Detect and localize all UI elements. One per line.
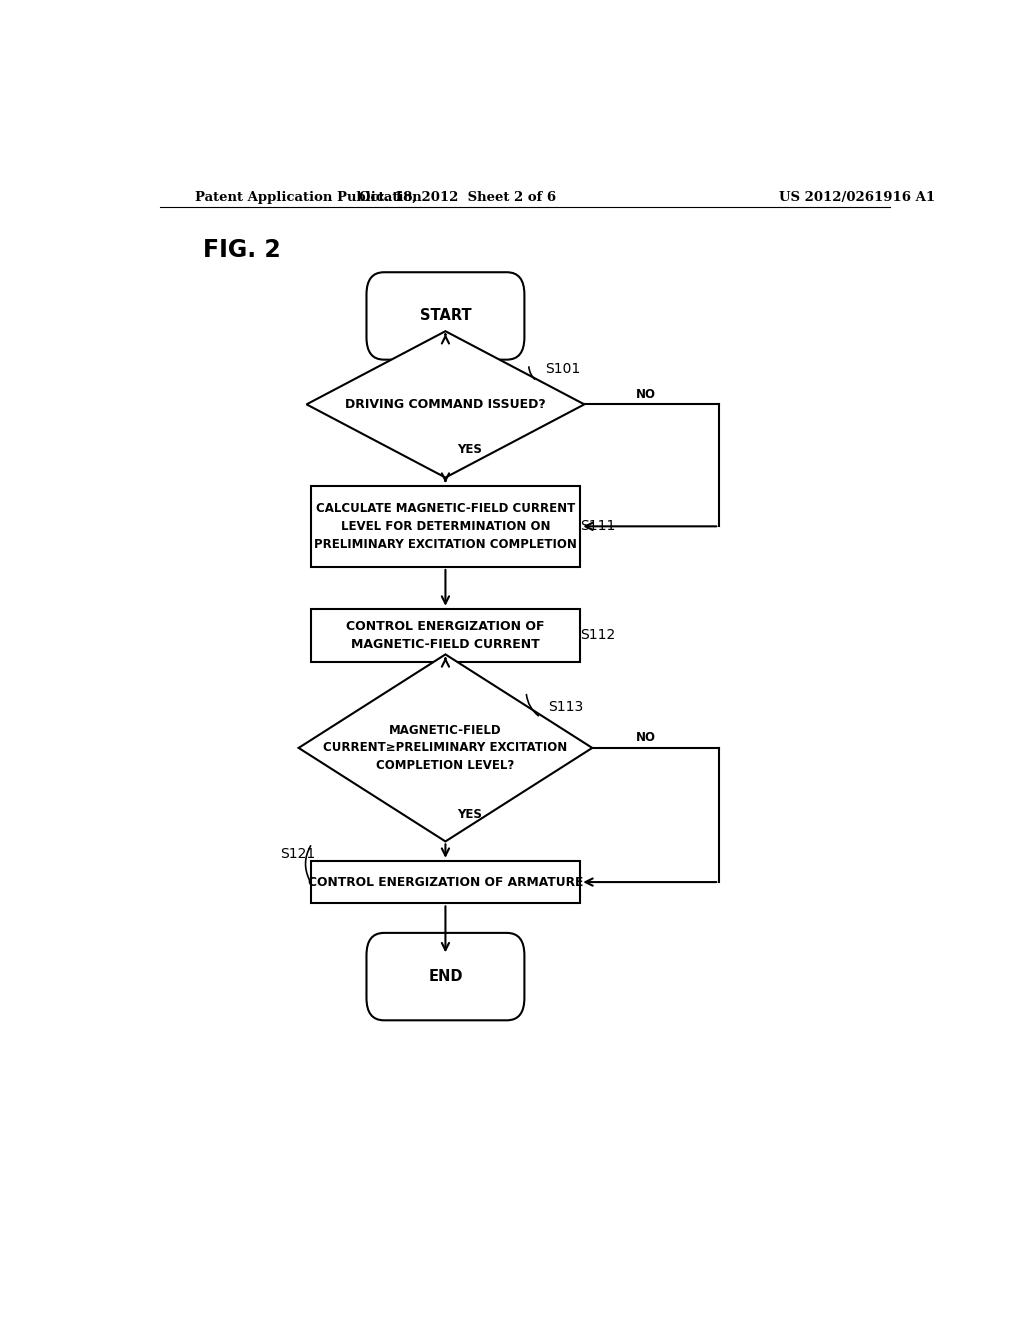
Text: FIG. 2: FIG. 2	[204, 238, 282, 261]
Polygon shape	[306, 331, 585, 478]
Text: Oct. 18, 2012  Sheet 2 of 6: Oct. 18, 2012 Sheet 2 of 6	[358, 190, 556, 203]
Text: S101: S101	[545, 362, 580, 376]
Text: S111: S111	[581, 519, 615, 533]
Text: CALCULATE MAGNETIC-FIELD CURRENT
LEVEL FOR DETERMINATION ON
PRELIMINARY EXCITATI: CALCULATE MAGNETIC-FIELD CURRENT LEVEL F…	[314, 502, 577, 550]
Text: END: END	[428, 969, 463, 985]
Bar	[310, 486, 581, 568]
Text: START: START	[420, 309, 471, 323]
Text: MAGNETIC-FIELD
CURRENT≥PRELIMINARY EXCITATION
COMPLETION LEVEL?: MAGNETIC-FIELD CURRENT≥PRELIMINARY EXCIT…	[324, 723, 567, 772]
Text: S112: S112	[581, 628, 615, 642]
Text: S113: S113	[549, 700, 584, 714]
Polygon shape	[299, 655, 592, 841]
Text: CONTROL ENERGIZATION OF ARMATURE: CONTROL ENERGIZATION OF ARMATURE	[308, 875, 583, 888]
Text: YES: YES	[458, 442, 482, 455]
Text: NO: NO	[636, 388, 656, 401]
Text: Patent Application Publication: Patent Application Publication	[196, 190, 422, 203]
FancyBboxPatch shape	[367, 933, 524, 1020]
Text: YES: YES	[458, 808, 482, 821]
Text: NO: NO	[636, 731, 656, 744]
Text: S121: S121	[281, 846, 315, 861]
Text: CONTROL ENERGIZATION OF
MAGNETIC-FIELD CURRENT: CONTROL ENERGIZATION OF MAGNETIC-FIELD C…	[346, 619, 545, 651]
Bar	[310, 609, 581, 661]
Text: US 2012/0261916 A1: US 2012/0261916 A1	[778, 190, 935, 203]
Bar	[310, 861, 581, 903]
FancyBboxPatch shape	[367, 272, 524, 359]
Text: DRIVING COMMAND ISSUED?: DRIVING COMMAND ISSUED?	[345, 397, 546, 411]
